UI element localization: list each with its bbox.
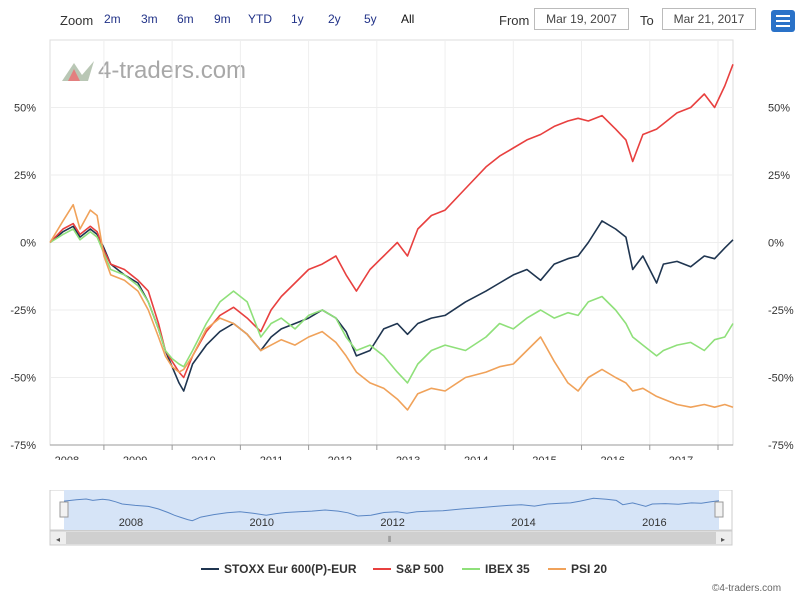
legend-label-stoxx: STOXX Eur 600(P)-EUR (224, 562, 357, 576)
range-toolbar: Zoom 2m 3m 6m 9m YTD 1y 2y 5y All From T… (0, 0, 805, 40)
from-date-input[interactable] (534, 8, 629, 30)
scroll-grip-icon: ⦀ (388, 535, 392, 544)
chart-legend: STOXX Eur 600(P)-EUR S&P 500 IBEX 35 PSI… (0, 558, 805, 580)
legend-item-sp500[interactable]: S&P 500 (373, 562, 444, 576)
navigator-year-label: 2012 (380, 517, 404, 529)
series-lines (49, 64, 734, 411)
navigator-year-label: 2010 (250, 517, 274, 529)
zoom-2y-button[interactable]: 2y (328, 12, 341, 26)
scrollbar-thumb[interactable] (66, 532, 716, 544)
chart-grid (49, 39, 734, 446)
y-tick-label-right: -75% (768, 440, 794, 452)
scroll-right-icon[interactable]: ▸ (721, 535, 725, 544)
y-axis-right: -75% -50% -25% 0% 25% 50% (768, 103, 794, 453)
y-tick-label-right: -25% (768, 305, 794, 317)
x-tick-label: 2016 (601, 455, 625, 460)
x-tick-label: 2008 (55, 455, 79, 460)
to-date-input[interactable] (662, 8, 756, 30)
x-tick-label: 2009 (123, 455, 147, 460)
zoom-label: Zoom (60, 13, 94, 28)
y-tick-label-right: 0% (768, 238, 784, 250)
copyright: ©4-traders.com (712, 583, 782, 594)
navigator-series-line (63, 497, 720, 522)
y-tick-label-left: -50% (10, 373, 36, 385)
legend-swatch-sp500 (373, 567, 391, 570)
legend-swatch-ibex (462, 567, 480, 570)
x-tick-label: 2014 (464, 455, 488, 460)
navigator-right-handle[interactable] (714, 501, 724, 518)
from-label: From (499, 13, 530, 28)
menu-button[interactable] (771, 10, 795, 32)
x-tick-label: 2015 (532, 455, 556, 460)
series-line-ibex[interactable] (49, 228, 734, 384)
scroll-left-icon[interactable]: ◂ (56, 535, 60, 544)
navigator-selection[interactable] (64, 490, 719, 530)
zoom-all-button[interactable]: All (401, 12, 415, 26)
x-tick-label: 2012 (328, 455, 352, 460)
y-tick-label-left: 0% (20, 238, 36, 250)
legend-item-psi[interactable]: PSI 20 (548, 562, 607, 576)
price-chart[interactable]: -75% -50% -25% 0% 25% 50% -75% -50% -25% 0% 25% 50… (0, 0, 805, 460)
x-axis: 2008 2009 2010 2011 2012 2013 2014 2015 2016 2017 (50, 444, 733, 460)
navigator-year-label: 2008 (119, 517, 143, 529)
navigator-left-handle[interactable] (59, 501, 69, 518)
legend-label-ibex: IBEX 35 (485, 562, 530, 576)
x-tick-label: 2013 (396, 455, 420, 460)
zoom-9m-button[interactable]: 9m (214, 12, 231, 26)
to-label: To (640, 13, 654, 28)
navigator-year-label: 2016 (642, 517, 666, 529)
zoom-2m-button[interactable]: 2m (104, 12, 121, 26)
navigator-labels: 2008 2010 2012 2014 2016 (119, 517, 667, 529)
y-axis-left: -75% -50% -25% 0% 25% 50% (10, 103, 36, 453)
zoom-ytd-button[interactable]: YTD (248, 12, 272, 26)
legend-swatch-stoxx (201, 567, 219, 570)
x-tick-label: 2017 (669, 455, 693, 460)
x-tick-label: 2010 (191, 455, 215, 460)
range-navigator[interactable]: 2008 2010 2012 2014 2016 ◂ ⦀ ▸ (0, 490, 805, 550)
zoom-5y-button[interactable]: 5y (364, 12, 377, 26)
legend-swatch-psi (548, 567, 566, 570)
legend-item-ibex[interactable]: IBEX 35 (462, 562, 530, 576)
y-tick-label-right: 50% (768, 103, 790, 115)
y-tick-label-left: 50% (14, 103, 36, 115)
zoom-3m-button[interactable]: 3m (141, 12, 158, 26)
y-tick-label-left: -25% (10, 305, 36, 317)
series-line-psi[interactable] (49, 203, 734, 411)
navigator-year-label: 2014 (511, 517, 535, 529)
y-tick-label-left: -75% (10, 440, 36, 452)
y-tick-label-left: 25% (14, 170, 36, 182)
zoom-6m-button[interactable]: 6m (177, 12, 194, 26)
x-tick-label: 2011 (260, 455, 284, 460)
y-tick-label-right: -50% (768, 373, 794, 385)
series-line-sp500[interactable] (49, 64, 734, 379)
legend-label-sp500: S&P 500 (396, 562, 444, 576)
legend-item-stoxx[interactable]: STOXX Eur 600(P)-EUR (201, 562, 356, 576)
legend-label-psi: PSI 20 (571, 562, 608, 576)
y-tick-label-right: 25% (768, 170, 790, 182)
zoom-1y-button[interactable]: 1y (291, 12, 304, 26)
